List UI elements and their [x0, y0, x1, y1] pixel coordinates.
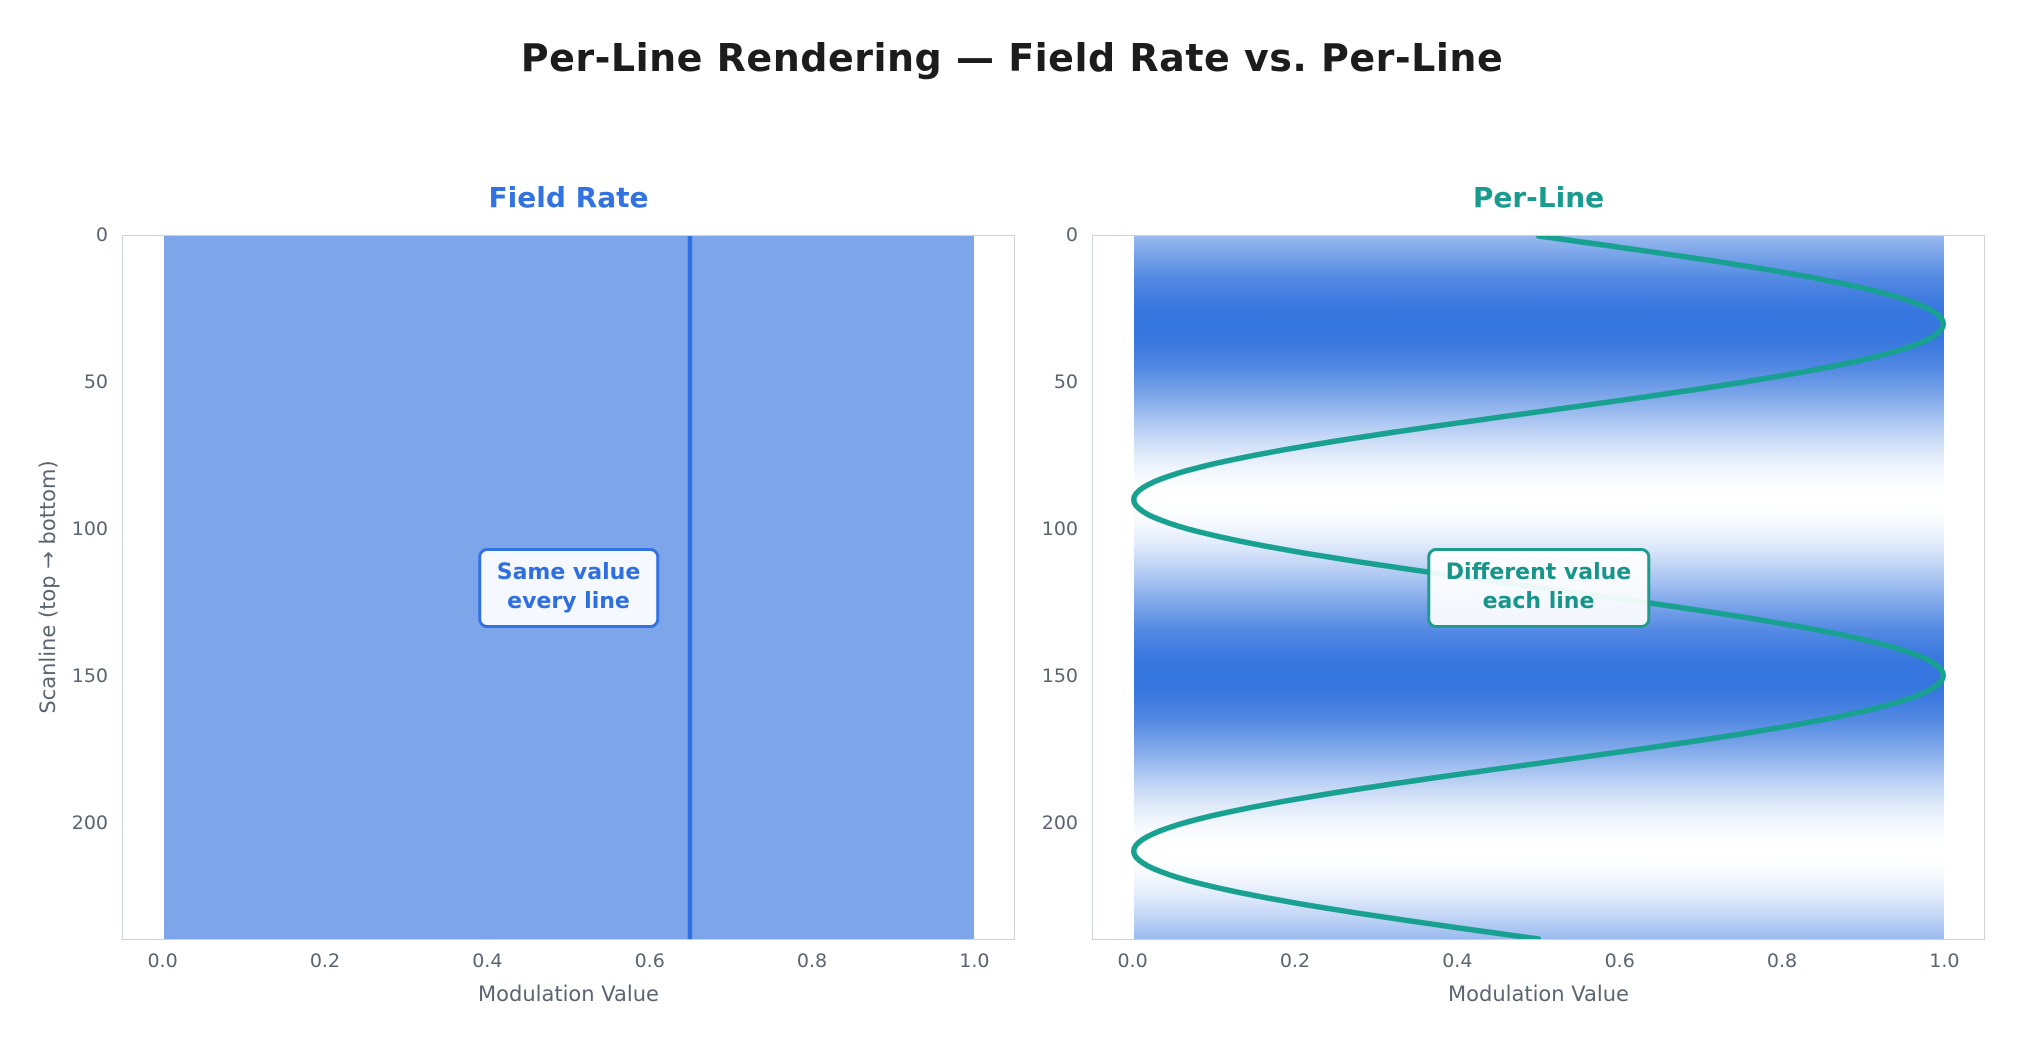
field-rate-x-tick: 0.6	[634, 950, 665, 972]
per-line-x-tick: 0.6	[1604, 950, 1635, 972]
per-line-x-axis-label: Modulation Value	[1448, 982, 1629, 1006]
field-rate-plot-area: Same value every line	[122, 235, 1015, 940]
per-line-y-tick: 50	[1053, 370, 1078, 393]
subplot-field-rate: Field Rate Same value every line 0 50 100 1…	[72, 181, 1015, 1006]
field-rate-y-tick: 100	[71, 517, 108, 540]
field-rate-title: Field Rate	[488, 181, 649, 214]
per-line-x-tick: 1.0	[1929, 950, 1960, 972]
per-line-plot-area: Different value each line	[1092, 235, 1985, 940]
field-rate-y-tick: 50	[83, 370, 108, 393]
field-rate-y-tick: 0	[95, 224, 108, 246]
per-line-y-tick: 200	[1041, 811, 1078, 834]
figure-title: Per-Line Rendering — Field Rate vs. Per-…	[520, 36, 1504, 80]
y-axis-label: Scanline (top → bottom)	[36, 460, 60, 714]
per-line-x-tick: 0.2	[1279, 950, 1311, 972]
field-rate-constant-line	[687, 236, 693, 939]
field-rate-x-axis-label: Modulation Value	[478, 982, 659, 1006]
per-line-y-tick: 100	[1041, 517, 1078, 540]
per-line-title: Per-Line	[1472, 181, 1605, 214]
field-rate-x-tick: 0.0	[147, 950, 178, 972]
per-line-x-axis-ticks: 0.0 0.2 0.4 0.6 0.8 1.0	[1092, 940, 1985, 972]
subplot-per-line: Per-Line Different value each line 0 50 10…	[1042, 181, 1985, 1006]
per-line-y-tick: 150	[1041, 664, 1078, 687]
per-line-x-tick: 0.8	[1766, 950, 1798, 972]
field-rate-x-tick: 1.0	[959, 950, 990, 972]
per-line-y-tick: 0	[1065, 224, 1078, 246]
field-rate-y-tick: 150	[71, 664, 108, 687]
field-rate-x-tick: 0.4	[472, 950, 503, 972]
field-rate-x-tick: 0.2	[309, 950, 341, 972]
field-rate-x-tick: 0.8	[796, 950, 828, 972]
per-line-x-tick: 0.0	[1117, 950, 1148, 972]
per-line-annotation: Different value each line	[1426, 547, 1651, 628]
field-rate-x-axis-ticks: 0.0 0.2 0.4 0.6 0.8 1.0	[122, 940, 1015, 972]
per-line-x-tick: 0.4	[1442, 950, 1473, 972]
field-rate-annotation: Same value every line	[477, 547, 660, 628]
field-rate-y-tick: 200	[71, 811, 108, 834]
